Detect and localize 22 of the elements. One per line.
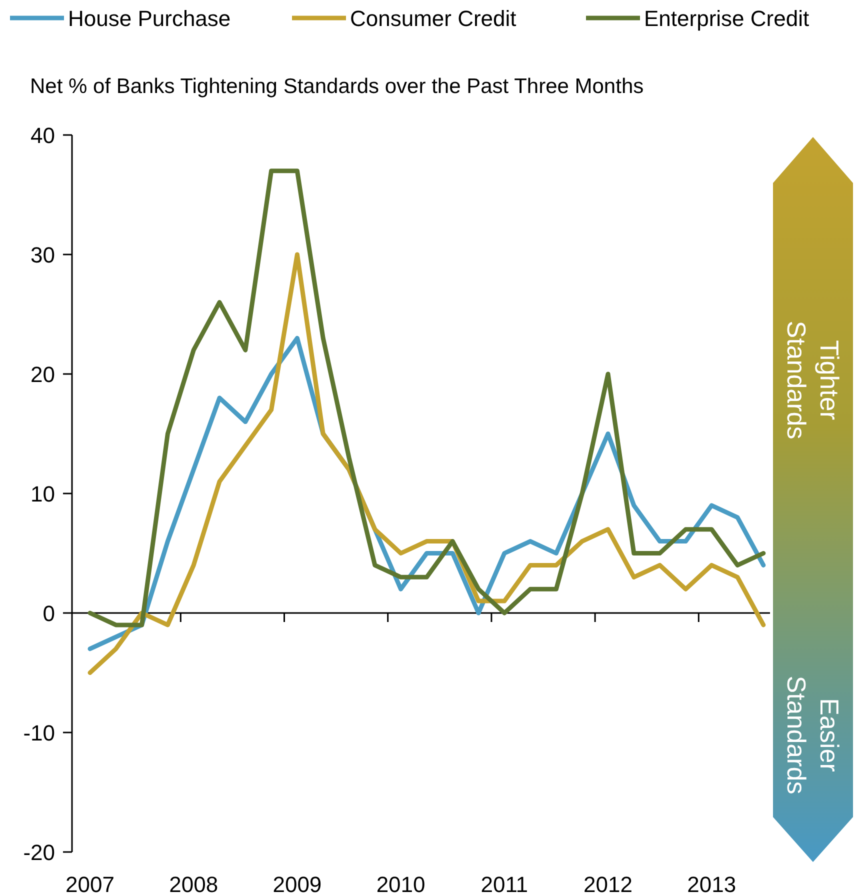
line-series: [88, 168, 766, 628]
x-tick-label: 2011: [480, 872, 528, 896]
x-tick-label: 2010: [376, 872, 426, 896]
x-tick-label: 2012: [584, 872, 632, 896]
y-tick-label: -20: [23, 840, 55, 865]
line-series: [88, 252, 766, 675]
chart-title: Net % of Banks Tightening Standards over the Past Three Months: [30, 75, 644, 98]
text: Easier Standards: [782, 676, 844, 794]
y-tick-label: 0: [42, 601, 55, 626]
legend-label: Consumer Credit: [350, 6, 516, 31]
legend-label: Enterprise Credit: [644, 6, 810, 31]
x-tick-label: 2007: [66, 872, 114, 896]
legend-label: House Purchase: [68, 6, 231, 31]
y-tick-label: 40: [30, 123, 55, 148]
x-tick-label: 2013: [687, 872, 736, 896]
y-tick-label: 10: [30, 482, 55, 506]
y-tick-label: 20: [30, 362, 55, 387]
y-tick-label: -10: [23, 720, 55, 746]
y-tick-label: 30: [30, 242, 55, 268]
x-tick-label: 2008: [169, 872, 218, 896]
text: Tighter Standards: [782, 320, 844, 440]
x-tick-label: 2009: [272, 872, 322, 896]
